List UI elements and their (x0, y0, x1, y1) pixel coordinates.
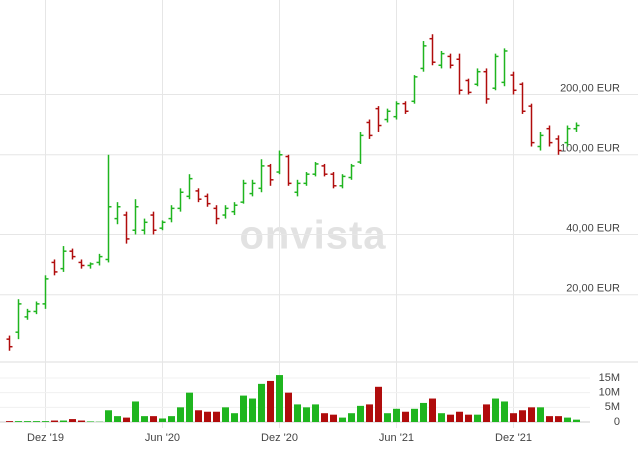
volume-bar (519, 410, 526, 422)
volume-bar (564, 417, 571, 422)
volume-bar (312, 404, 319, 422)
volume-bar (141, 416, 148, 422)
volume-bar (573, 419, 580, 422)
y-tick-label: 40,00 EUR (566, 222, 620, 234)
volume-bar (105, 410, 112, 422)
volume-bar (186, 392, 193, 422)
y-tick-label: 20,00 EUR (566, 283, 620, 295)
volume-bar (33, 421, 40, 422)
volume-bar (546, 416, 553, 422)
volume-bar (285, 392, 292, 422)
x-tick-label: Jun '21 (379, 432, 414, 444)
watermark: onvista (239, 214, 386, 258)
volume-bar (348, 413, 355, 422)
volume-bar (474, 414, 481, 422)
x-tick-label: Dez '21 (495, 432, 532, 444)
volume-bar (555, 416, 562, 422)
volume-tick-label: 15M (599, 372, 620, 384)
volume-bar (222, 407, 229, 422)
x-tick-label: Dez '20 (261, 432, 298, 444)
volume-bar (510, 413, 517, 422)
volume-bar (456, 411, 463, 422)
volume-bar (411, 408, 418, 422)
volume-bar (447, 414, 454, 422)
volume-bar (6, 421, 13, 422)
volume-bar (132, 401, 139, 422)
x-tick-label: Dez '19 (27, 432, 64, 444)
volume-bar (276, 375, 283, 422)
volume-bar (294, 404, 301, 422)
volume-bar (123, 417, 130, 422)
volume-bar (177, 407, 184, 422)
volume-bar (87, 421, 94, 422)
volume-bar (69, 419, 76, 422)
volume-bar (492, 398, 499, 422)
volume-bar (159, 418, 166, 422)
volume-bar (528, 407, 535, 422)
volume-bar (51, 420, 58, 422)
volume-bar (402, 411, 409, 422)
volume-bar (60, 420, 67, 422)
volume-bar (267, 380, 274, 422)
y-tick-label: 200,00 EUR (560, 82, 620, 94)
volume-bar (24, 421, 31, 422)
volume-bar (330, 414, 337, 422)
volume-bar (483, 404, 490, 422)
x-tick-label: Jun '20 (145, 432, 180, 444)
volume-bar (429, 398, 436, 422)
volume-bar (537, 407, 544, 422)
volume-bar (231, 413, 238, 422)
volume-bar (258, 383, 265, 422)
volume-bar (240, 395, 247, 422)
volume-bar (321, 413, 328, 422)
volume-bar (357, 405, 364, 422)
volume-bar (249, 398, 256, 422)
volume-bar (384, 413, 391, 422)
volume-bar (42, 421, 49, 422)
volume-bar (375, 386, 382, 422)
volume-bar (420, 402, 427, 422)
volume-bar (78, 420, 85, 422)
volume-tick-label: 0 (614, 416, 620, 428)
volume-bar (195, 410, 202, 422)
volume-bar (204, 411, 211, 422)
y-tick-label: 100,00 EUR (560, 143, 620, 155)
volume-bar (150, 416, 157, 422)
volume-bar (15, 421, 22, 422)
volume-bar (501, 401, 508, 422)
volume-bar (393, 408, 400, 422)
volume-tick-label: 5M (605, 401, 620, 413)
volume-bar (114, 416, 121, 422)
volume-bar (303, 407, 310, 422)
volume-bar (438, 413, 445, 422)
volume-bar (366, 404, 373, 422)
volume-bar (213, 411, 220, 422)
volume-bar (339, 417, 346, 422)
volume-bar (168, 416, 175, 422)
volume-tick-label: 10M (599, 387, 620, 399)
volume-bar (465, 414, 472, 422)
